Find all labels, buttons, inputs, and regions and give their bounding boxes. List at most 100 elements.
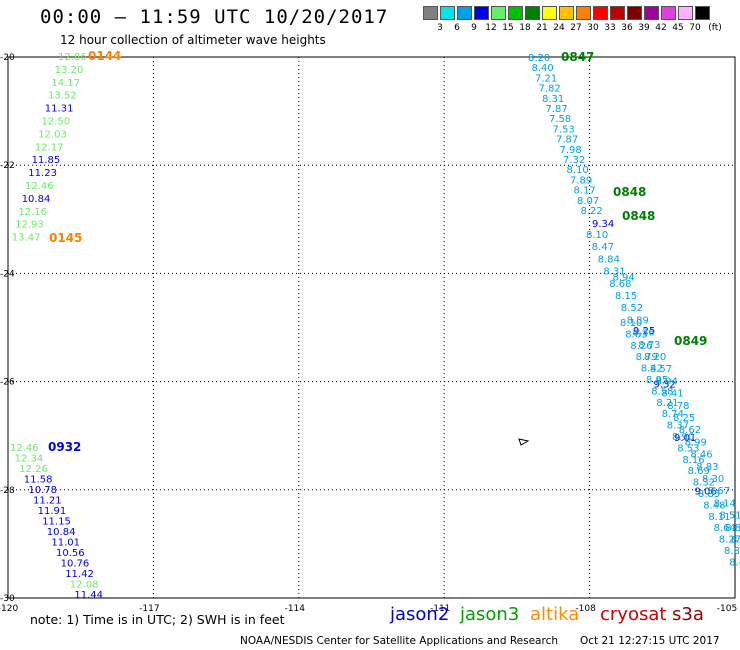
wave-height-label: 9.01 (674, 433, 696, 444)
wave-height-label: 8.67 (708, 486, 730, 497)
legend-s3a: s3a (672, 604, 704, 625)
wave-height-label: 11.91 (38, 506, 67, 517)
scale-swatch (457, 6, 472, 20)
wave-height-label: 8.52 (621, 303, 643, 314)
wave-height-label: 11.31 (45, 104, 74, 115)
lon-tick-label: -120 (0, 604, 18, 614)
wave-height-label: 10.84 (47, 527, 76, 538)
wave-height-label: 8.43 (729, 557, 740, 568)
lon-tick-label: -114 (285, 604, 306, 614)
wave-height-label: 7.89 (570, 175, 592, 186)
scale-label: 70 (689, 23, 701, 33)
scale-swatch (491, 6, 506, 20)
wave-height-label: 8.22 (581, 206, 603, 217)
wave-height-label: 12.17 (35, 142, 64, 153)
scale-label: 21 (536, 23, 548, 33)
time-label: 0145 (49, 231, 82, 245)
wave-height-label: 8.90 (672, 432, 694, 443)
wave-height-label: 9.25 (633, 326, 655, 337)
wave-height-label: 8.11 (708, 512, 730, 523)
island-marker (518, 438, 530, 446)
scale-label: 15 (502, 23, 514, 33)
wave-height-label: 12.93 (15, 220, 44, 231)
time-label: 0144 (88, 49, 121, 63)
wave-height-label: 8.07 (577, 196, 599, 207)
wave-height-label: 11.23 (28, 168, 57, 179)
scale-swatch (678, 6, 693, 20)
wave-height-label: 8.35 (731, 535, 740, 546)
scale-label: 9 (471, 23, 477, 33)
track-b: 12.4612.3412.2611.5810.7811.2111.9111.15… (10, 443, 103, 601)
wave-height-label: 14.17 (51, 78, 80, 89)
wave-height-label: 8.57 (650, 364, 672, 375)
wave-height-label: 11.21 (33, 496, 62, 507)
wave-height-label: 12.26 (19, 464, 48, 475)
wave-height-label: 8.48 (703, 500, 725, 511)
wave-height-label: 9.32 (654, 380, 676, 391)
wave-height-label: 8.40 (532, 63, 554, 74)
scale-swatch (525, 6, 540, 20)
wave-height-label: 13.20 (55, 65, 84, 76)
wave-height-label: 10.84 (22, 194, 51, 205)
wave-height-label: 12.03 (38, 129, 67, 140)
time-label: 0848 (613, 185, 646, 199)
wave-height-label: 12.86 (58, 52, 87, 63)
track-c: 8.208.407.217.828.317.877.587.537.877.98… (528, 53, 603, 217)
wave-height-label: 12.50 (42, 117, 71, 128)
wave-height-label: 8.51 (719, 511, 740, 522)
wave-height-label: 8.58 (651, 386, 673, 397)
scale-swatch (423, 6, 438, 20)
lat-tick-label: -24 (0, 269, 15, 279)
scale-swatch (695, 6, 710, 20)
scale-swatch (644, 6, 659, 20)
scale-swatch (593, 6, 608, 20)
scale-swatch (440, 6, 455, 20)
wave-height-label: 11.58 (24, 475, 53, 486)
lon-tick-label: -105 (717, 604, 737, 614)
lon-tick-label: -108 (575, 604, 596, 614)
wave-height-label: 8.94 (656, 376, 678, 387)
axis-labels: -120 -117 -114 -111 -108 -105 -20 -22 -24 -26 -28 -… (0, 53, 737, 614)
wave-height-label: 11.85 (32, 155, 61, 166)
credit-line: NOAA/NESDIS Center for Satellite Applica… (240, 635, 558, 647)
wave-height-label: 10.78 (28, 485, 57, 496)
wave-height-label: 8.73 (638, 340, 660, 351)
legend-jason3: jason3 (460, 604, 520, 625)
wave-height-label: 8.84 (598, 254, 620, 265)
wave-height-label: 7.87 (546, 104, 568, 115)
scale-label: 24 (553, 23, 565, 33)
wave-height-label: 11.42 (65, 569, 94, 580)
scale-swatch (627, 6, 642, 20)
wave-height-label: 8.53 (677, 443, 699, 454)
map-frame (7, 56, 736, 599)
wave-height-label: 8.10 (620, 318, 642, 329)
wave-height-label: 7.58 (549, 114, 571, 125)
wave-height-label: 8.78 (667, 401, 689, 412)
wave-height-label: 8.64 (714, 523, 736, 534)
wave-height-label: 8.32 (693, 478, 715, 489)
scale-label: 45 (672, 23, 684, 33)
time-label: 0848 (622, 209, 655, 223)
wave-height-label: 7.87 (556, 135, 578, 146)
wave-height-label: 9.34 (592, 219, 614, 230)
wave-height-label: 12.46 (25, 181, 54, 192)
wave-height-label: 8.31 (542, 94, 564, 105)
scale-swatch (474, 6, 489, 20)
wave-height-label: 8.88 (725, 523, 740, 534)
wave-height-label: 8.63 (625, 329, 647, 340)
wave-height-label: 7.98 (560, 145, 582, 156)
time-label: 0847 (561, 50, 594, 64)
wave-height-label: 8.26 (630, 341, 652, 352)
wave-height-label: 8.62 (679, 425, 701, 436)
wave-height-label: 7.32 (563, 155, 585, 166)
scale-label: 42 (655, 23, 667, 33)
wave-height-label: 8.15 (615, 291, 637, 302)
wave-height-label: 8.10 (567, 165, 589, 176)
map-border (7, 56, 736, 599)
scale-label: 18 (519, 23, 531, 33)
wave-height-label: 8.17 (574, 186, 596, 197)
wave-height-label: 7.82 (539, 84, 561, 95)
footnote: note: 1) Time is in UTC; 2) SWH is in fe… (30, 612, 285, 627)
